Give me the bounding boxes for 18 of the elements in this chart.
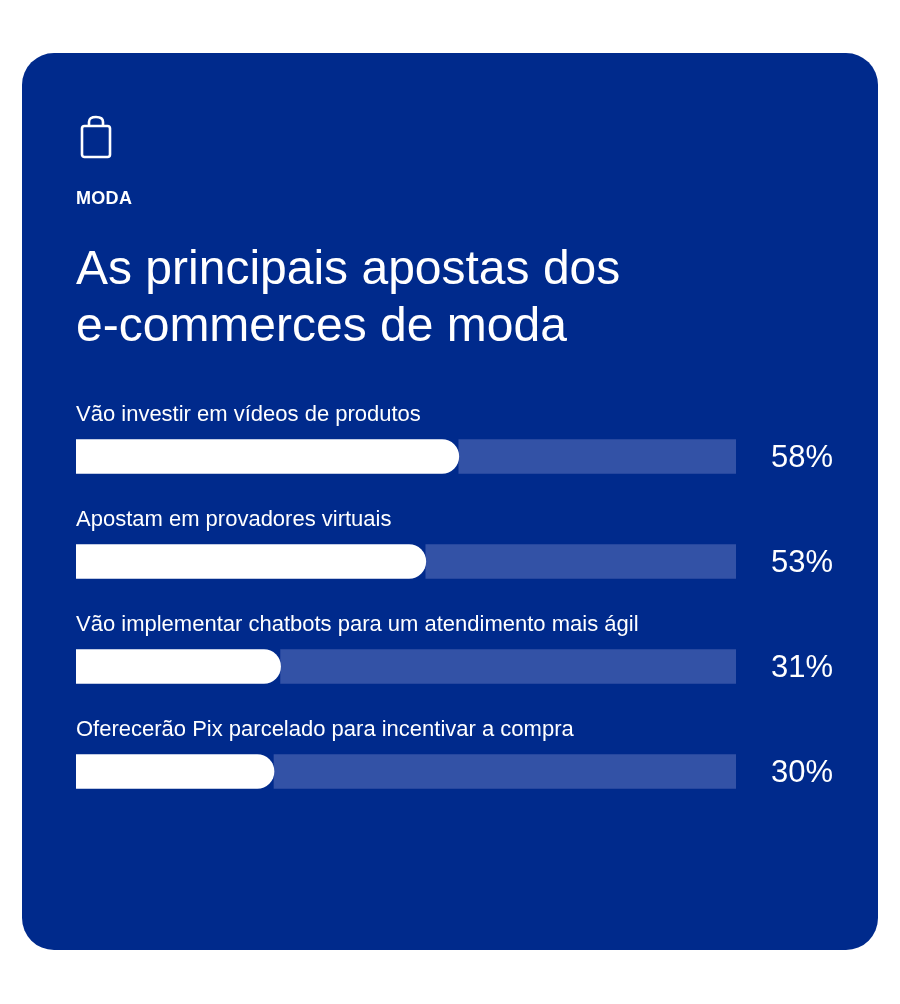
- bar: [458, 439, 736, 474]
- chart-title: As principais apostas dos e-commerces de moda: [76, 240, 622, 353]
- chart-subtitle: MODA: [76, 188, 133, 208]
- bar: [273, 754, 736, 789]
- data-label: 30%: [770, 754, 833, 790]
- bar: [280, 649, 736, 684]
- bar: [76, 544, 427, 579]
- y-tick-label: Apostam em provadores virtuais: [76, 505, 392, 531]
- y-tick-label: Vão implementar chatbots para um atendimento mais ágil: [76, 610, 639, 636]
- bar: [76, 754, 275, 789]
- y-tick-label: Vão investir em vídeos de produtos: [76, 400, 421, 426]
- bar: [425, 544, 736, 579]
- bar: [76, 649, 281, 684]
- y-tick-label: Oferecerão Pix parcelado para incentivar a compra: [76, 715, 575, 741]
- data-label: 31%: [770, 649, 833, 685]
- data-label: 58%: [770, 439, 833, 475]
- data-label: 53%: [770, 544, 833, 580]
- bar: [76, 439, 460, 474]
